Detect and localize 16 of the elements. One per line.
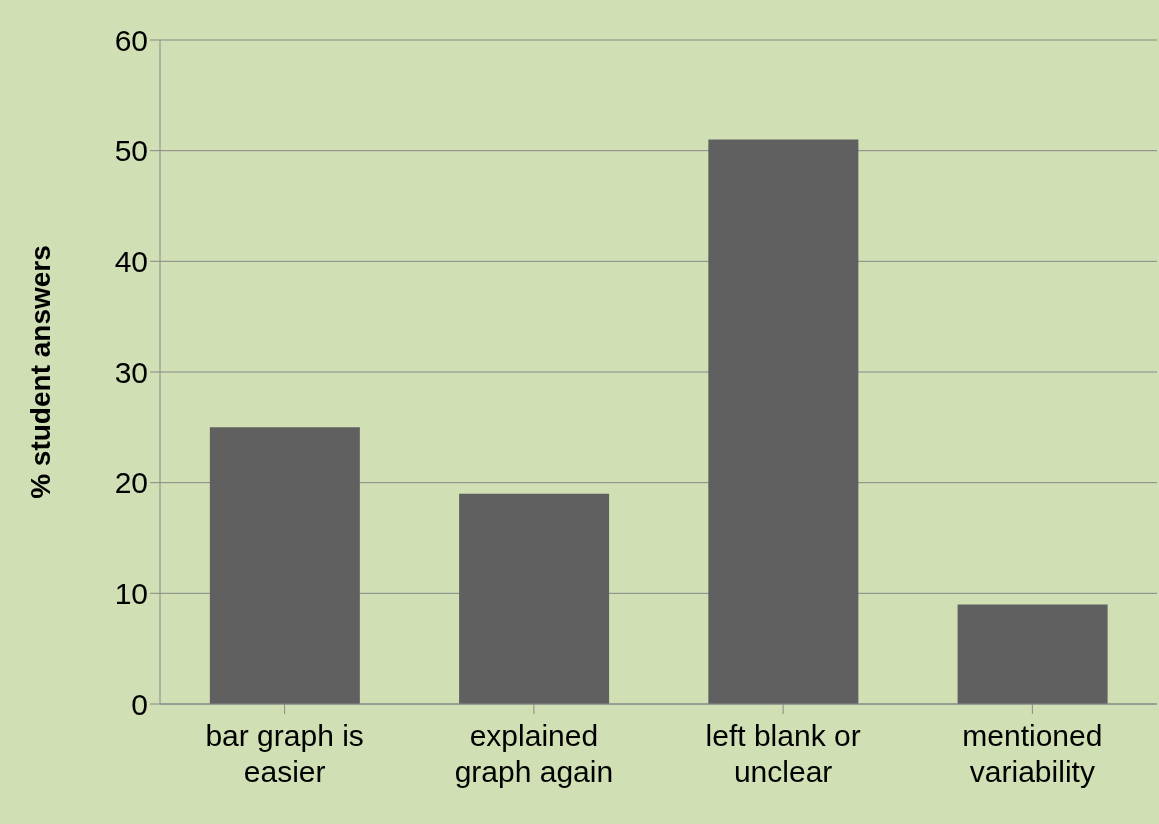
- bar: [708, 139, 859, 704]
- y-tick-label: 60: [114, 23, 148, 57]
- bar: [209, 427, 360, 704]
- x-tick-label: left blank or unclear: [705, 719, 861, 788]
- y-tick-label: 20: [114, 466, 148, 500]
- y-tick-label: 0: [131, 687, 148, 721]
- y-tick-label: 40: [114, 244, 148, 278]
- y-axis-title: % student answers: [24, 245, 56, 499]
- bar: [957, 604, 1108, 704]
- x-tick-label: bar graph is easier: [205, 719, 364, 788]
- x-tick-label: mentioned variability: [962, 719, 1103, 788]
- x-tick-label: explained graph again: [454, 719, 614, 788]
- y-tick-label: 10: [114, 576, 148, 610]
- y-tick-label: 50: [114, 134, 148, 168]
- bar: [459, 493, 610, 704]
- y-tick-label: 30: [114, 355, 148, 389]
